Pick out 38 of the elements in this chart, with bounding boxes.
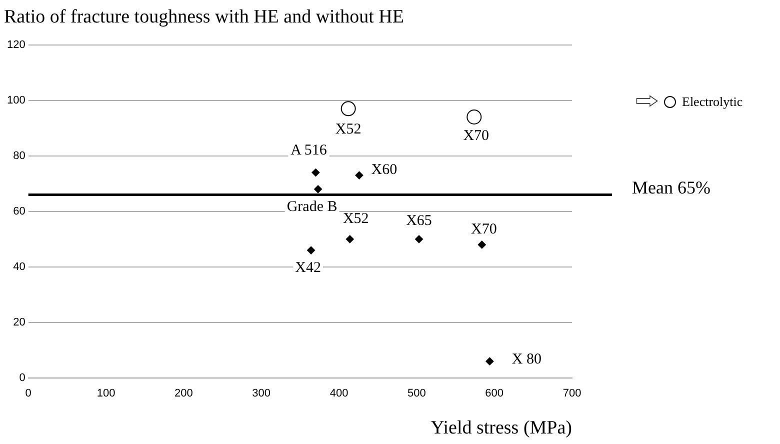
point [346, 235, 354, 244]
y-tick-label: 80 [13, 150, 26, 162]
chart-title: Ratio of fracture toughness with HE and without HE [4, 6, 404, 28]
x-tick-label: 300 [252, 388, 271, 400]
x-tick-label: 500 [407, 388, 426, 400]
point [415, 235, 423, 244]
annotation: X70 [470, 222, 497, 238]
y-tick-label: 0 [19, 372, 26, 384]
legend-label: Electrolytic [682, 94, 743, 110]
annotation: X60 [371, 162, 398, 178]
x-tick-label: 100 [96, 388, 116, 400]
point [486, 357, 494, 366]
annotation: A 516 [290, 142, 328, 158]
y-tick-label: 100 [6, 94, 26, 106]
point [307, 246, 316, 254]
point [314, 185, 322, 194]
y-tick-label: 60 [13, 205, 26, 218]
point [312, 168, 320, 177]
x-axis-title: Yield stress (MPa) [430, 418, 572, 439]
y-tick-label: 40 [13, 260, 26, 273]
annotation: X42 [295, 260, 321, 276]
annotation: X52 [342, 211, 369, 228]
annotation: X52 [335, 122, 362, 138]
point [466, 109, 482, 124]
ref-line-label: Mean 65% [632, 177, 710, 198]
x-tick-label: 200 [174, 388, 193, 400]
annotation: X 80 [512, 351, 542, 368]
point [340, 101, 356, 116]
annotation: Grade B [286, 199, 338, 216]
x-tick-label: 400 [330, 388, 348, 400]
point [478, 240, 486, 249]
annotation: X65 [406, 213, 432, 230]
y-tick-label: 120 [6, 38, 26, 51]
x-tick-label: 700 [562, 388, 582, 400]
y-tick-label: 20 [13, 316, 26, 328]
point [355, 171, 364, 180]
annotation: X70 [463, 128, 490, 144]
x-tick-label: 600 [485, 388, 504, 400]
